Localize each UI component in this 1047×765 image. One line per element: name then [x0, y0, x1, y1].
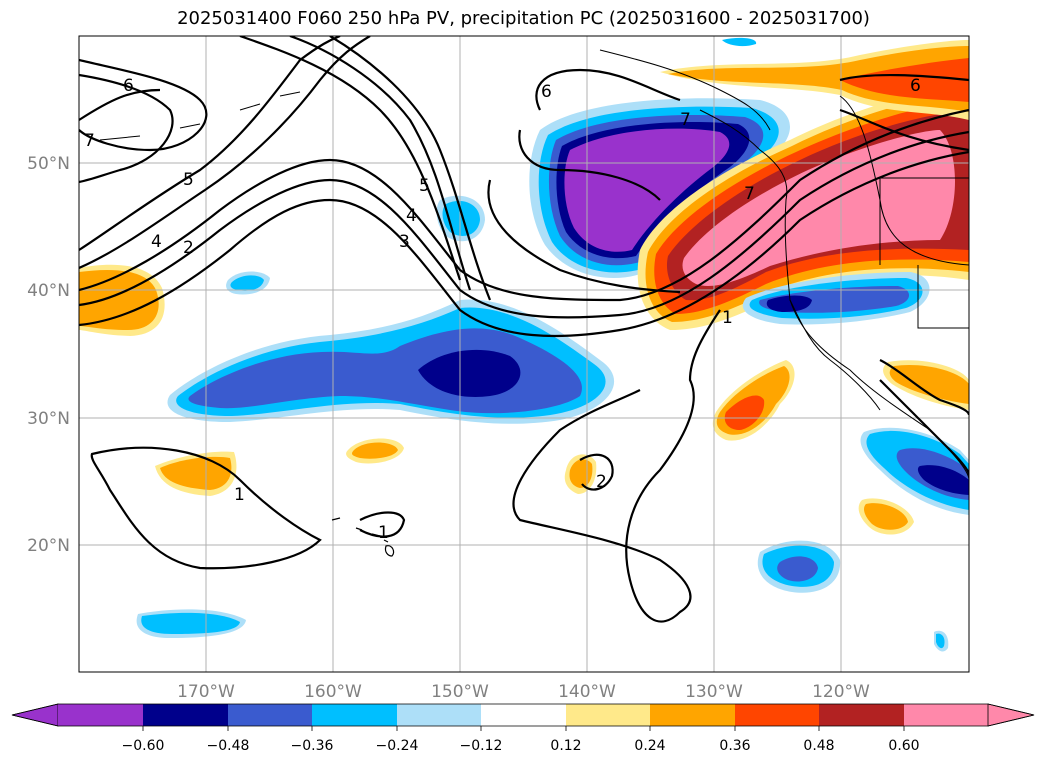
colorbar-extend-high: [987, 703, 1035, 727]
colorbar-segment: [58, 704, 143, 726]
map-frame: [78, 35, 970, 673]
colorbar-segment: [143, 704, 228, 726]
lon-label: 140°W: [558, 682, 616, 702]
lat-label: 20°N: [27, 536, 70, 556]
contour-label: 7: [680, 110, 691, 130]
graticule: [79, 36, 969, 672]
lat-label: 40°N: [27, 281, 70, 301]
lon-label: 160°W: [304, 682, 362, 702]
lon-label: 170°W: [177, 682, 235, 702]
precip-shading: [79, 37, 969, 652]
colorbar-tick-label: −0.24: [376, 738, 419, 754]
lat-label: 50°N: [27, 154, 70, 174]
colorbar-segment: [312, 704, 397, 726]
colorbar-tick-label: −0.48: [207, 738, 250, 754]
contour-label: 1: [234, 485, 245, 505]
contour-label: 3: [399, 232, 410, 252]
contour-label: 7: [84, 131, 95, 151]
colorbar-segment: [566, 704, 650, 726]
contour-label: 6: [123, 76, 134, 96]
colorbar-segment: [228, 704, 312, 726]
colorbar-segment: [481, 704, 566, 726]
colorbar-segment: [904, 704, 988, 726]
contour-label: 4: [406, 206, 417, 226]
contour-label: 1: [722, 308, 733, 328]
colorbar: −0.60 −0.48 −0.36 −0.24 −0.12 0.12 0.24 …: [11, 703, 1035, 754]
pv-contour-labels: 6 7 5 4 2 6 5 4 3 1 7 6 1 2 1 7: [84, 76, 921, 543]
colorbar-segment: [397, 704, 481, 726]
pv-contours: [79, 36, 969, 623]
contour-label: 5: [183, 170, 194, 190]
colorbar-tick-label: 0.60: [888, 738, 919, 754]
lon-label: 130°W: [685, 682, 743, 702]
colorbar-outline: [11, 703, 1035, 727]
contour-label: 2: [596, 472, 607, 492]
colorbar-segment: [819, 704, 904, 726]
colorbar-extend-low: [11, 703, 59, 727]
lon-label: 150°W: [431, 682, 489, 702]
lat-label: 30°N: [27, 409, 70, 429]
contour-label: 6: [910, 76, 921, 96]
contour-label: 5: [419, 176, 430, 196]
colorbar-tick-label: −0.36: [291, 738, 334, 754]
colorbar-tick-label: 0.48: [803, 738, 834, 754]
colorbar-segment: [650, 704, 735, 726]
contour-label: 7: [744, 184, 755, 204]
colorbar-segment: [735, 704, 819, 726]
colorbar-tick-label: 0.36: [719, 738, 750, 754]
colorbar-tick-label: −0.60: [122, 738, 165, 754]
colorbar-tick-label: 0.12: [550, 738, 581, 754]
contour-label: 6: [541, 82, 552, 102]
longitude-labels: 170°W 160°W 150°W 140°W 130°W 120°W: [177, 682, 870, 702]
colorbar-tick-label: −0.12: [460, 738, 503, 754]
contour-label: 2: [183, 238, 194, 258]
colorbar-ticks: [142, 726, 905, 731]
contour-label: 4: [151, 232, 162, 252]
colorbar-tick-label: 0.24: [634, 738, 665, 754]
lon-label: 120°W: [812, 682, 870, 702]
map-title: 2025031400 F060 250 hPa PV, precipitatio…: [177, 8, 870, 29]
contour-label: 1: [378, 523, 389, 543]
latitude-labels: 50°N 40°N 30°N 20°N: [27, 154, 70, 556]
